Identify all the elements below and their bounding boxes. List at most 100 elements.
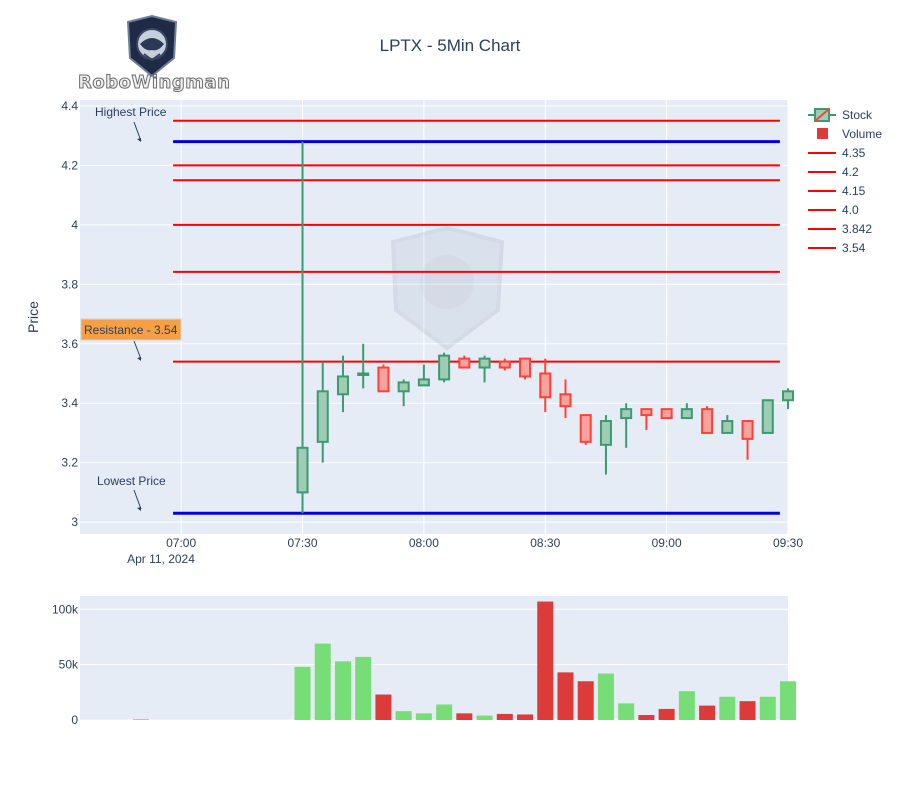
candle-body bbox=[721, 420, 734, 434]
legend-label-level: 4.0 bbox=[842, 203, 859, 217]
candle-body bbox=[701, 408, 714, 434]
candle-body bbox=[397, 381, 410, 393]
volume-tick-label: 50k bbox=[59, 658, 79, 672]
annotation-resistance-label: Resistance - 3.54 bbox=[84, 323, 178, 337]
price-tick-label: 3 bbox=[71, 515, 78, 529]
candle-body bbox=[599, 420, 612, 446]
time-tick-label: 09:00 bbox=[652, 536, 682, 550]
candle-body bbox=[620, 408, 633, 420]
time-tick-label: 08:00 bbox=[409, 536, 439, 550]
candle-body bbox=[680, 408, 693, 420]
price-tick-label: 3.8 bbox=[61, 277, 78, 291]
annotation-highest-label: Highest Price bbox=[95, 105, 167, 119]
legend-item-volume: Volume bbox=[817, 127, 882, 141]
watermark-shield bbox=[390, 225, 505, 351]
legend-label-volume: Volume bbox=[842, 127, 882, 141]
legend-item-level: 4.0 bbox=[808, 203, 859, 217]
volume-bar bbox=[739, 701, 756, 720]
volume-bar bbox=[355, 656, 372, 720]
volume-tick-label: 100k bbox=[52, 602, 79, 616]
annotation-highest: Highest Price bbox=[95, 105, 167, 142]
volume-bar bbox=[537, 601, 554, 720]
volume-bar bbox=[678, 691, 695, 720]
price-tick-label: 4 bbox=[71, 218, 78, 232]
candle-body bbox=[498, 360, 511, 369]
annotation-lowest-label: Lowest Price bbox=[97, 474, 166, 488]
volume-bar bbox=[415, 713, 432, 720]
volume-bar bbox=[314, 643, 331, 720]
price-level-lines bbox=[173, 119, 780, 515]
legend-item-level: 4.15 bbox=[808, 184, 866, 198]
candle-body bbox=[296, 446, 309, 494]
volume-bar bbox=[294, 666, 311, 720]
annotation-resistance: Resistance - 3.54 bbox=[80, 318, 182, 361]
legend-stock-diagonal bbox=[814, 108, 830, 122]
volume-series bbox=[294, 601, 796, 720]
legend-label-level: 4.15 bbox=[842, 184, 866, 198]
candle-body bbox=[579, 414, 592, 443]
legend-item-stock: Stock bbox=[808, 108, 873, 122]
candle-body bbox=[316, 390, 329, 443]
price-tick-label: 4.4 bbox=[61, 99, 78, 113]
legend-item-level: 3.842 bbox=[808, 222, 872, 236]
volume-bar bbox=[577, 681, 594, 720]
time-tick-label: 07:30 bbox=[287, 536, 317, 550]
date-label: Apr 11, 2024 bbox=[127, 552, 195, 566]
candle-body bbox=[377, 366, 390, 393]
time-tick-label: 08:30 bbox=[530, 536, 560, 550]
price-tick-label: 3.2 bbox=[61, 456, 78, 470]
legend-label-level: 4.35 bbox=[842, 146, 866, 160]
price-tick-label: 4.2 bbox=[61, 158, 78, 172]
candle-body bbox=[559, 393, 572, 408]
annotation-lowest: Lowest Price bbox=[97, 474, 166, 511]
volume-bar bbox=[436, 704, 453, 720]
legend-label-stock: Stock bbox=[842, 108, 873, 122]
legend-label-level: 3.54 bbox=[842, 241, 866, 255]
legend-item-level: 4.35 bbox=[808, 146, 866, 160]
volume-bar bbox=[456, 713, 473, 720]
price-tick-label: 3.6 bbox=[61, 337, 78, 351]
volume-bar bbox=[638, 715, 655, 720]
volume-bar bbox=[759, 696, 776, 720]
volume-y-ticks: 0 50k 100k bbox=[52, 602, 79, 727]
candle-body bbox=[458, 357, 471, 369]
candle-body bbox=[438, 354, 451, 381]
volume-bar bbox=[618, 703, 635, 720]
legend-volume-swatch bbox=[817, 128, 828, 139]
candle-body bbox=[519, 357, 532, 378]
price-y-ticks: 3 3.2 3.4 3.6 3.8 4 4.2 4.4 bbox=[61, 99, 78, 529]
candle-body bbox=[660, 408, 673, 420]
robowingman-logo bbox=[126, 14, 178, 78]
resistance-label-box bbox=[80, 318, 182, 341]
legend-item-level: 4.2 bbox=[808, 165, 859, 179]
volume-bar bbox=[334, 661, 351, 720]
time-x-ticks: 07:00 07:30 08:00 08:30 09:00 09:30 bbox=[166, 536, 803, 550]
volume-bar bbox=[375, 694, 392, 720]
volume-bar bbox=[658, 708, 675, 720]
time-tick-label: 07:00 bbox=[166, 536, 196, 550]
legend: Stock Volume 4.35 4.2 4.15 4.0 3.842 3.54 bbox=[808, 108, 882, 255]
volume-bar bbox=[395, 711, 412, 720]
volume-bar bbox=[557, 672, 574, 720]
volume-tick-label: 0 bbox=[71, 713, 78, 727]
candle-body bbox=[539, 372, 552, 399]
volume-bar bbox=[699, 705, 716, 720]
volume-bar bbox=[476, 715, 493, 720]
candle-body bbox=[741, 420, 754, 440]
volume-bar bbox=[719, 696, 736, 720]
candle-body bbox=[761, 399, 774, 434]
time-tick-label: 09:30 bbox=[773, 536, 803, 550]
candlestick-series bbox=[296, 141, 794, 514]
volume-bar bbox=[517, 714, 534, 720]
candle-body bbox=[640, 408, 653, 417]
candle-body bbox=[417, 378, 430, 387]
legend-label-level: 3.842 bbox=[842, 222, 872, 236]
logo-wordmark: RoboWingman bbox=[77, 72, 231, 94]
price-tick-label: 3.4 bbox=[61, 396, 78, 410]
candle-body bbox=[478, 357, 491, 369]
volume-bar bbox=[496, 713, 513, 720]
legend-item-level: 3.54 bbox=[808, 241, 866, 255]
volume-bar bbox=[780, 681, 796, 720]
chart-title: LPTX - 5Min Chart bbox=[379, 36, 521, 55]
